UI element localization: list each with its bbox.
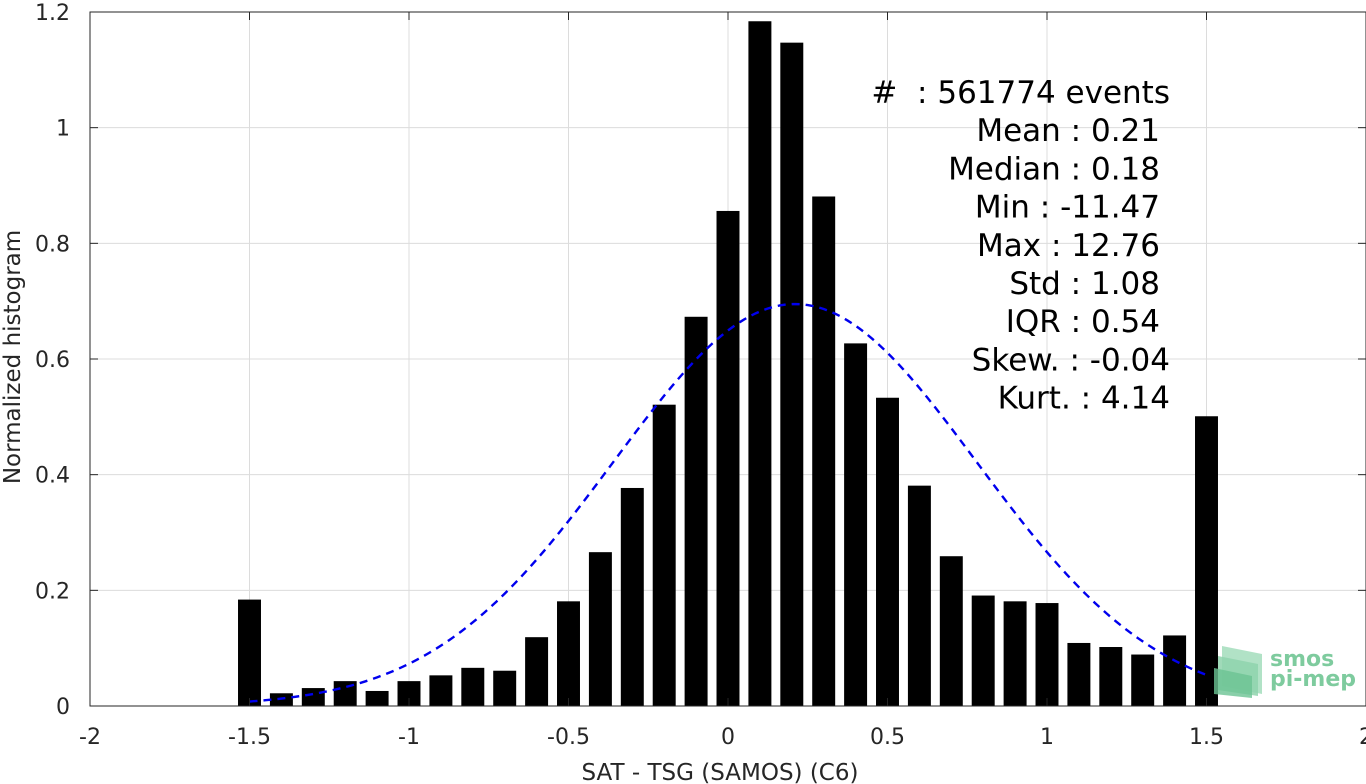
x-tick-label: 0	[721, 725, 735, 750]
y-tick-label: 0.4	[35, 464, 70, 489]
histogram-bar	[493, 670, 517, 706]
x-tick-label: -2	[79, 725, 101, 750]
histogram-bar	[907, 485, 931, 706]
x-tick-label: 1.5	[1189, 725, 1224, 750]
histogram-bar	[301, 688, 325, 706]
histogram-bar	[1003, 601, 1027, 706]
y-tick-label: 0	[56, 695, 70, 720]
histogram-bar	[557, 601, 580, 706]
x-tick-label: -0.5	[547, 725, 590, 750]
histogram-bar	[876, 397, 899, 706]
stat-line: Max : 12.76	[977, 228, 1160, 264]
stat-line: Std : 1.08	[1009, 266, 1160, 302]
tick-labels: -2 -1.5 -1 -0.5 0 0.5 1 1.5 2 0 0.2 0.4 0.6 0.8 1 1.2	[35, 1, 1366, 750]
logo-mark-icon	[1214, 646, 1262, 698]
histogram-bar	[1131, 654, 1155, 706]
histogram-bar	[1163, 635, 1187, 706]
histogram-bar	[812, 196, 836, 706]
x-tick-label: 1	[1040, 725, 1054, 750]
histogram-bar	[429, 675, 453, 706]
y-tick-label: 1.2	[35, 1, 70, 26]
histogram-bar	[588, 552, 612, 706]
histogram-bar	[525, 637, 549, 706]
stat-line: Mean : 0.21	[976, 113, 1160, 149]
stat-line: Skew. : -0.04	[972, 342, 1170, 378]
ticks	[89, 11, 1366, 707]
x-axis-label: SAT - TSG (SAMOS) (C6)	[582, 760, 859, 784]
logo-text-pi-mep: pi-mep	[1270, 667, 1356, 692]
normal-fit-curve	[249, 302, 1207, 703]
histogram-bar	[1099, 647, 1123, 706]
y-tick-label: 0.6	[35, 348, 70, 373]
y-tick-label: 0.2	[35, 579, 70, 604]
stat-line: Median : 0.18	[948, 151, 1160, 187]
x-tick-label: 0.5	[870, 725, 905, 750]
histogram-bar	[844, 343, 868, 706]
histogram-bar	[1195, 416, 1218, 706]
y-axis-label: Normalized histogram	[0, 230, 26, 484]
y-tick-label: 1	[56, 117, 70, 142]
x-tick-label: -1.5	[228, 725, 271, 750]
histogram-bar	[684, 316, 708, 706]
histogram-bar	[238, 599, 261, 706]
stat-line: Min : -11.47	[975, 190, 1160, 226]
histogram-bar	[365, 690, 389, 706]
smos-pi-mep-logo: smos pi-mep	[1214, 646, 1356, 698]
histogram-bar	[461, 667, 485, 706]
histogram-bar	[939, 556, 963, 706]
histogram-bar	[716, 210, 740, 707]
histogram-bar	[397, 681, 421, 706]
stat-line: IQR : 0.54	[1006, 304, 1160, 340]
stat-line: # : 561774 events	[871, 75, 1170, 111]
histogram-bar	[1067, 642, 1091, 706]
histogram-bar	[652, 404, 676, 706]
x-tick-label: -1	[398, 725, 420, 750]
histogram-bar	[971, 595, 995, 706]
stat-line: Kurt. : 4.14	[998, 381, 1170, 417]
histogram-bar	[780, 42, 804, 706]
histogram-bar	[620, 487, 644, 706]
logo-text-smos: smos	[1270, 647, 1334, 672]
x-tick-label: 2	[1359, 725, 1366, 750]
histogram-bar	[1035, 603, 1059, 706]
bars	[238, 21, 1218, 707]
histogram-bar	[748, 21, 772, 706]
y-tick-label: 0.8	[35, 232, 70, 257]
